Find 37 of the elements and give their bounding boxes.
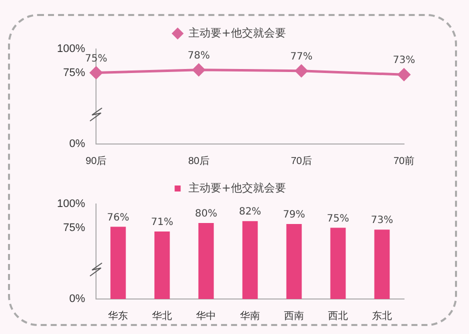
- data-label: 78%: [188, 50, 210, 62]
- data-label: 75%: [85, 53, 108, 64]
- legend-label: 主动要+他交就会要: [188, 26, 286, 40]
- x-tick-label: 华北: [152, 310, 172, 322]
- y-tick-label: 0%: [69, 293, 86, 306]
- data-label: 77%: [290, 51, 312, 62]
- bar: [198, 223, 214, 299]
- data-label: 80%: [194, 208, 218, 220]
- data-label: 79%: [282, 210, 306, 221]
- y-tick-label: 100%: [56, 43, 86, 56]
- x-tick-label: 西北: [328, 310, 348, 322]
- data-label: 73%: [370, 215, 394, 226]
- legend-label: 主动要+他交就会要: [188, 181, 286, 194]
- data-label: 76%: [107, 212, 130, 224]
- bar: [242, 221, 258, 299]
- x-tick-label: 90后: [86, 154, 107, 167]
- data-label: 71%: [150, 217, 174, 228]
- bar: [286, 224, 302, 299]
- x-tick-label: 70后: [290, 154, 312, 167]
- x-tick-label: 80后: [188, 154, 210, 167]
- y-tick-label: 0%: [69, 138, 86, 150]
- bar: [330, 228, 346, 299]
- bar: [154, 232, 170, 299]
- bar: [374, 230, 390, 299]
- x-tick-label: 东北: [372, 310, 392, 322]
- bar: [110, 226, 126, 299]
- x-tick-label: 70前: [393, 154, 415, 167]
- y-tick-label: 100%: [56, 198, 86, 210]
- data-label: 73%: [392, 55, 416, 66]
- data-label: 75%: [326, 213, 350, 224]
- x-tick-label: 华东: [108, 310, 128, 322]
- y-tick-label: 75%: [63, 66, 86, 79]
- y-tick-label: 75%: [63, 222, 86, 234]
- data-label: 82%: [238, 206, 262, 218]
- x-tick-label: 华中: [196, 310, 216, 322]
- x-tick-label: 华南: [240, 310, 260, 322]
- x-tick-label: 西南: [284, 310, 304, 322]
